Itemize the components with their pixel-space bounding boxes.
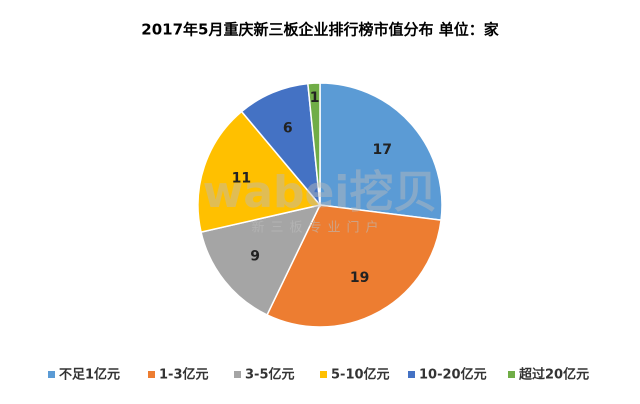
- watermark-tagline: 新三板专业门户: [251, 220, 384, 236]
- legend-swatch: [508, 371, 515, 378]
- data-label: 11: [232, 171, 251, 187]
- pie-slice: [319, 82, 443, 222]
- data-label: 6: [283, 121, 293, 137]
- legend-label: 3-5亿元: [245, 367, 295, 383]
- pie: 17 19 9 11 6 1: [197, 82, 443, 328]
- legend-swatch: [234, 371, 241, 378]
- pie-slice: [307, 82, 321, 206]
- legend-label: 不足1亿元: [59, 367, 120, 383]
- data-label: 17: [372, 142, 391, 158]
- legend-label: 5-10亿元: [331, 367, 390, 383]
- legend-swatch: [148, 371, 155, 378]
- legend-label: 1-3亿元: [159, 367, 209, 383]
- legend-swatch: [48, 371, 55, 378]
- watermark-brand: wabei挖贝: [203, 167, 438, 218]
- data-label: 1: [310, 90, 320, 106]
- legend-label: 超过20亿元: [519, 367, 589, 383]
- pie-slice: [197, 110, 322, 234]
- legend-swatch: [320, 371, 327, 378]
- pie-slice: [266, 204, 442, 328]
- chart-title: 2017年5月重庆新三板企业排行榜市值分布 单位：家: [141, 21, 498, 39]
- legend-swatch: [408, 371, 415, 378]
- legend-label: 10-20亿元: [419, 367, 487, 383]
- pie-slice: [200, 203, 322, 316]
- data-label: 19: [350, 270, 369, 286]
- data-label: 9: [250, 249, 260, 265]
- legend: 不足1亿元 1-3亿元 3-5亿元 5-10亿元 10-20亿元 超过20亿元: [48, 367, 589, 383]
